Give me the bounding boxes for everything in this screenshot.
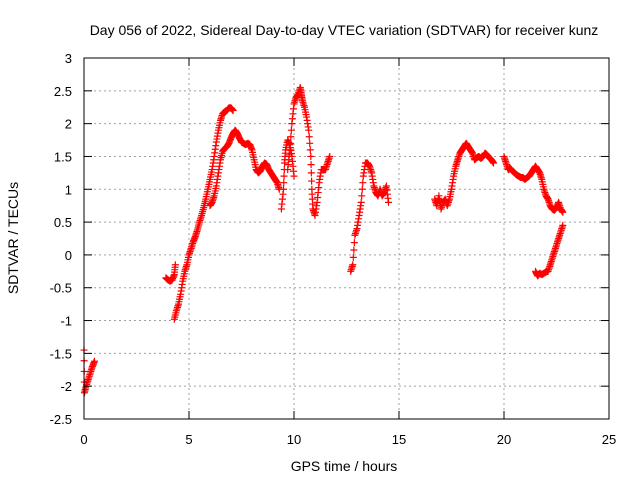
data-point bbox=[307, 169, 315, 177]
data-point bbox=[286, 146, 294, 154]
data-point bbox=[359, 179, 367, 187]
x-tick-label: 20 bbox=[497, 432, 511, 447]
y-tick-label: 0.5 bbox=[54, 215, 72, 230]
data-point bbox=[91, 357, 98, 365]
data-point bbox=[326, 152, 334, 160]
axis-ticks: 0 5 10 15 20 25 -2.5 -2 -1.5 -1 -0.5 0 0.5 1 1.5 2 2.5 3 bbox=[50, 51, 617, 447]
data-point bbox=[559, 221, 567, 229]
data-point bbox=[280, 185, 287, 193]
data-point bbox=[349, 261, 357, 269]
data-point bbox=[358, 192, 366, 200]
y-tick-label: 3 bbox=[65, 51, 72, 66]
y-tick-label: -0.5 bbox=[50, 281, 72, 296]
y-tick-label: -1.5 bbox=[50, 346, 72, 361]
data-point bbox=[559, 208, 567, 216]
data-point bbox=[305, 126, 313, 134]
y-tick-label: 1 bbox=[65, 182, 72, 197]
data-point bbox=[350, 246, 358, 254]
plot-frame bbox=[83, 57, 610, 420]
y-tick-label: 2 bbox=[65, 117, 72, 132]
data-point bbox=[280, 172, 288, 180]
data-point bbox=[287, 126, 295, 134]
y-tick-label: -2 bbox=[60, 379, 72, 394]
data-point bbox=[307, 161, 315, 169]
data-point bbox=[358, 185, 366, 193]
grid bbox=[84, 58, 609, 419]
data-point bbox=[490, 159, 497, 167]
data-point bbox=[229, 107, 237, 115]
chart-title: Day 056 of 2022, Sidereal Day-to-day VTE… bbox=[90, 22, 599, 38]
data-points bbox=[80, 84, 567, 397]
y-axis-label: SDTVAR / TECUs bbox=[5, 182, 21, 294]
data-point bbox=[171, 261, 179, 269]
x-axis-label: GPS time / hours bbox=[291, 458, 398, 474]
y-tick-label: 0 bbox=[65, 248, 72, 263]
y-tick-label: 1.5 bbox=[54, 149, 72, 164]
data-point bbox=[350, 239, 358, 247]
data-point bbox=[280, 179, 288, 187]
x-tick-label: 25 bbox=[602, 432, 616, 447]
data-point bbox=[349, 253, 357, 261]
data-point bbox=[308, 177, 316, 185]
x-tick-label: 5 bbox=[185, 432, 192, 447]
y-tick-label: -2.5 bbox=[50, 412, 72, 427]
data-point bbox=[287, 133, 295, 141]
data-point bbox=[306, 146, 314, 154]
data-point bbox=[305, 133, 313, 141]
y-tick-label: 2.5 bbox=[54, 84, 72, 99]
data-point bbox=[385, 198, 392, 206]
data-point bbox=[357, 198, 365, 206]
x-tick-label: 10 bbox=[287, 432, 301, 447]
x-tick-label: 15 bbox=[392, 432, 406, 447]
data-point bbox=[307, 152, 315, 160]
data-point bbox=[306, 139, 314, 147]
x-tick-label: 0 bbox=[80, 432, 87, 447]
data-point bbox=[290, 172, 298, 180]
y-tick-label: -1 bbox=[60, 314, 72, 329]
data-point bbox=[286, 139, 294, 147]
